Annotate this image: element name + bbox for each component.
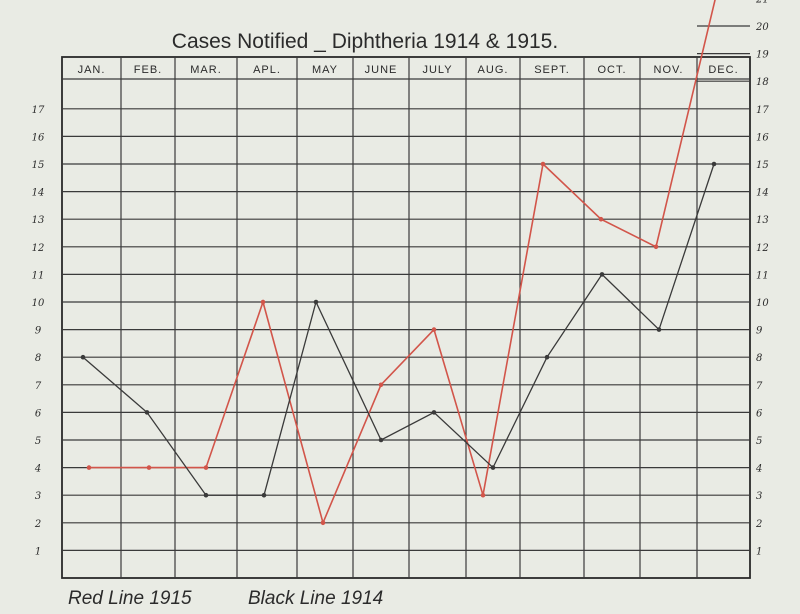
left-tick-label: 12 (32, 243, 45, 254)
right-tick-label: 15 (756, 160, 769, 171)
right-tick-label: 2 (755, 519, 762, 530)
right-tick-label: 20 (755, 22, 769, 33)
month-label: APL. (253, 64, 281, 76)
right-tick-label: 3 (756, 491, 762, 502)
right-tick-label: 5 (756, 436, 762, 447)
month-label: NOV. (654, 64, 684, 76)
month-label: MAR. (190, 64, 222, 76)
left-tick-label: 16 (32, 132, 45, 143)
left-tick-label: 7 (35, 381, 42, 392)
month-label: SEPT. (534, 64, 570, 76)
right-tick-label: 6 (756, 408, 763, 419)
left-tick-label: 6 (35, 408, 42, 419)
point-1914 (144, 410, 150, 415)
point-1915 (653, 244, 659, 250)
point-1914 (203, 492, 209, 498)
chart-frame (61, 56, 751, 579)
point-1914 (544, 354, 550, 360)
point-1915 (540, 161, 546, 167)
point-1915 (203, 465, 209, 470)
left-tick-label: 9 (35, 326, 42, 337)
month-label: OCT. (597, 64, 626, 76)
point-1915 (146, 465, 152, 470)
right-tick-label: 10 (756, 298, 769, 309)
month-labels: JAN. FEB. MAR. APL. MAY JUNE JULY AUG. SEPT. OCT.… (78, 64, 738, 76)
right-tick-label: 9 (756, 326, 763, 337)
point-1914 (261, 492, 267, 498)
left-tick-label: 10 (32, 298, 45, 309)
left-tick-label: 2 (34, 519, 41, 530)
right-tick-label: 13 (756, 215, 769, 226)
right-tick-label: 7 (756, 381, 763, 392)
right-tick-label: 11 (756, 270, 769, 281)
grid (61, 25, 751, 579)
month-label: JUNE (365, 64, 398, 76)
right-tick-label: 18 (756, 77, 769, 88)
right-tick-label: 19 (756, 50, 769, 61)
right-tick-label: 14 (756, 188, 769, 199)
chart-title: Cases Notified _ Diphtheria 1914 & 1915. (172, 30, 558, 53)
left-tick-label: 4 (34, 464, 41, 475)
point-1915 (431, 327, 437, 332)
legend-note-black: Black Line 1914 (248, 588, 383, 609)
right-tick-label: 21 (755, 0, 769, 5)
left-tick-label: 11 (32, 270, 45, 281)
right-tick-label: 12 (756, 243, 769, 254)
series-lines (80, 0, 717, 526)
legend-note-red: Red Line 1915 (68, 588, 192, 609)
point-1915 (320, 520, 326, 526)
month-label: DEC. (708, 64, 738, 76)
month-label: JULY (422, 64, 452, 76)
month-label: AUG. (478, 64, 509, 76)
left-tick-label: 3 (35, 491, 41, 502)
left-tick-label: 17 (32, 105, 45, 116)
point-1915 (480, 492, 486, 498)
left-tick-label: 15 (32, 160, 45, 171)
left-tick-label: 1 (35, 546, 41, 557)
point-1915 (86, 465, 92, 470)
point-1914 (313, 299, 319, 305)
right-tick-label: 1 (756, 546, 762, 557)
point-1914 (656, 327, 662, 332)
month-label: JAN. (78, 64, 106, 76)
month-label: MAY (312, 64, 338, 76)
point-1915 (378, 382, 384, 388)
point-1914 (431, 410, 437, 415)
right-tick-label: 4 (755, 464, 762, 475)
left-tick-label: 14 (32, 188, 45, 199)
point-1915 (260, 299, 266, 305)
left-tick-label: 13 (32, 215, 45, 226)
point-1914 (378, 437, 384, 443)
point-1914 (490, 465, 496, 470)
left-tick-label: 5 (35, 436, 41, 447)
series-line-1915 (89, 0, 716, 526)
month-label: FEB. (134, 64, 162, 76)
point-1915 (598, 216, 604, 222)
right-y-axis-ticks: 12345678910111213141516171819202122 (755, 0, 769, 557)
right-tick-label: 16 (756, 132, 769, 143)
series-line-1914 (82, 163, 715, 496)
right-tick-label: 17 (756, 105, 769, 116)
left-tick-label: 8 (35, 353, 41, 364)
point-1914 (80, 354, 86, 360)
right-tick-label: 8 (756, 353, 762, 364)
point-1914 (599, 272, 605, 277)
point-1914 (711, 161, 717, 167)
